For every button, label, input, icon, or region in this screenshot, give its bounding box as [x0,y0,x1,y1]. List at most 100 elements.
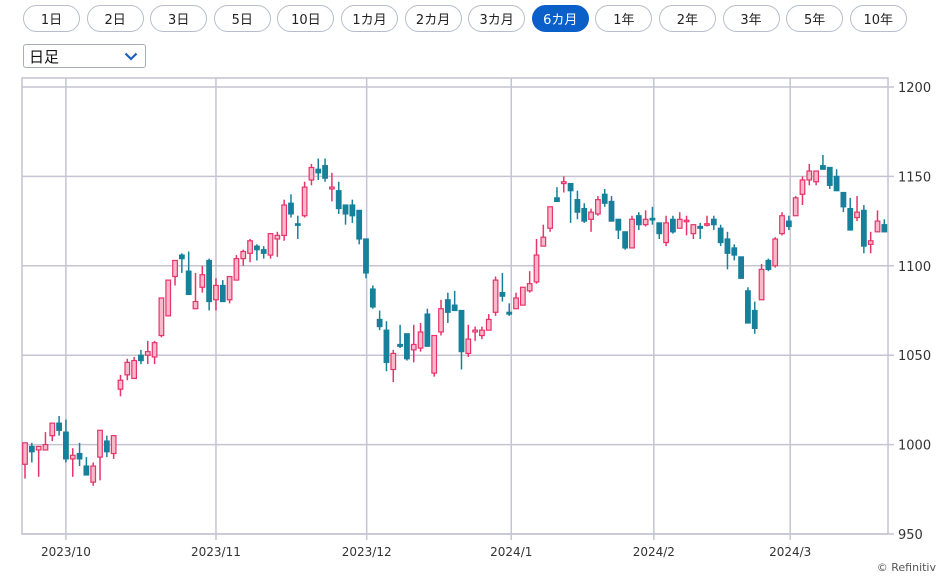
candle-body [185,270,192,296]
candle-body [826,166,833,186]
candle-body [785,220,792,228]
candle-down [649,206,656,225]
candle-down [656,222,663,239]
candle-down [833,169,840,192]
candle-body [635,215,642,226]
candle-up [240,249,247,266]
candle-up [410,324,417,363]
candle-down [363,238,369,279]
range-button-7[interactable]: 3カ月 [468,5,526,32]
candle-body [404,333,410,360]
candle-up [438,299,444,336]
range-button-11[interactable]: 3年 [722,5,780,32]
candle-up [417,323,424,352]
candle-up [301,181,308,218]
candle-up [526,271,533,293]
candle-up [172,259,178,286]
candle-down [444,292,451,324]
candle-body [131,359,138,380]
candle-body [117,379,124,390]
y-tick-label: 950 [898,528,923,543]
candle-body [833,175,840,192]
candle-up [663,215,669,247]
candle-body [615,218,622,231]
candle-down [826,166,833,189]
candle-body [731,247,738,256]
range-button-9[interactable]: 1年 [595,5,653,32]
candle-body [860,209,867,247]
range-button-13[interactable]: 10年 [849,5,907,32]
candle-body [840,191,847,208]
candle-down [56,415,62,436]
candle-body [410,343,417,351]
candle-down [376,310,383,331]
range-button-5[interactable]: 1カ月 [340,5,398,32]
candle-body [42,444,49,451]
candle-up [547,206,554,232]
candle-up [629,215,635,249]
candle-body [83,465,90,476]
range-button-8[interactable]: 6カ月 [531,5,589,32]
range-button-1[interactable]: 2日 [86,5,144,32]
candle-up [758,264,765,301]
candle-body [431,334,438,374]
range-button-6[interactable]: 2カ月 [404,5,462,32]
candle-down [506,303,513,316]
interval-select[interactable]: 日足 [23,44,146,68]
range-button-12[interactable]: 5年 [786,5,844,32]
candle-body [472,329,479,333]
candle-body [847,207,854,231]
candle-body [172,259,178,278]
candle-body [669,218,676,233]
x-tick-label: 2023/10 [41,545,91,559]
range-button-4[interactable]: 10日 [277,5,335,32]
candle-up [247,238,253,263]
candle-up [540,224,547,247]
candle-body [301,186,308,217]
range-button-0[interactable]: 1日 [23,5,80,32]
candle-body [799,179,806,195]
candle-down [458,309,465,370]
candle-up [124,358,131,381]
candle-up [492,276,499,316]
candle-up [233,255,240,281]
candle-body [554,197,560,203]
candle-body [629,218,635,249]
candle-down [219,280,226,303]
candle-body [663,222,669,244]
candle-up [267,233,274,259]
candle-down [847,197,854,231]
candle-up [867,231,874,254]
candle-down [738,256,744,279]
candle-body [76,452,83,460]
candle-body [588,211,594,220]
range-button-10[interactable]: 2年 [658,5,716,32]
candle-body [90,465,97,483]
candle-down [840,191,847,213]
candle-down [717,224,724,247]
range-button-2[interactable]: 3日 [150,5,208,32]
candle-body [820,165,826,170]
range-button-3[interactable]: 5日 [213,5,271,32]
candle-body [110,435,117,455]
candle-body [63,431,69,460]
candle-down [724,231,731,270]
candle-up [799,176,806,206]
y-tick-label: 1200 [898,81,931,96]
candle-up [131,356,138,380]
candle-body [247,240,253,254]
candle-body [745,290,751,324]
candle-body [444,299,451,313]
candle-up [158,297,165,338]
candle-body [506,311,513,315]
candle-down [820,154,826,170]
candle-body [144,351,151,356]
candle-up [213,278,219,311]
candle-body [601,193,608,204]
candle-up [485,314,492,331]
candle-body [294,223,301,226]
candle-up [594,196,601,216]
x-tick-label: 2024/1 [490,545,532,559]
candle-body [765,259,772,270]
